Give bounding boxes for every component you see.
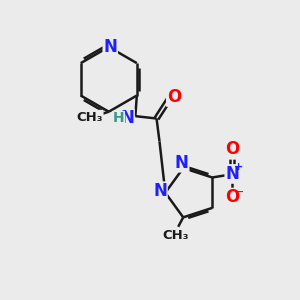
Text: +: + [234, 163, 243, 172]
Text: N: N [225, 165, 239, 183]
Text: N: N [153, 182, 167, 200]
Text: O: O [225, 140, 239, 158]
Text: O: O [225, 188, 239, 206]
Text: N: N [103, 38, 117, 56]
Text: CH₃: CH₃ [163, 229, 189, 242]
Text: ⁻: ⁻ [236, 188, 244, 202]
Text: CH₃: CH₃ [76, 110, 103, 124]
Text: N: N [120, 110, 134, 128]
Text: O: O [167, 88, 181, 106]
Text: H: H [113, 112, 124, 125]
Text: N: N [175, 154, 189, 172]
